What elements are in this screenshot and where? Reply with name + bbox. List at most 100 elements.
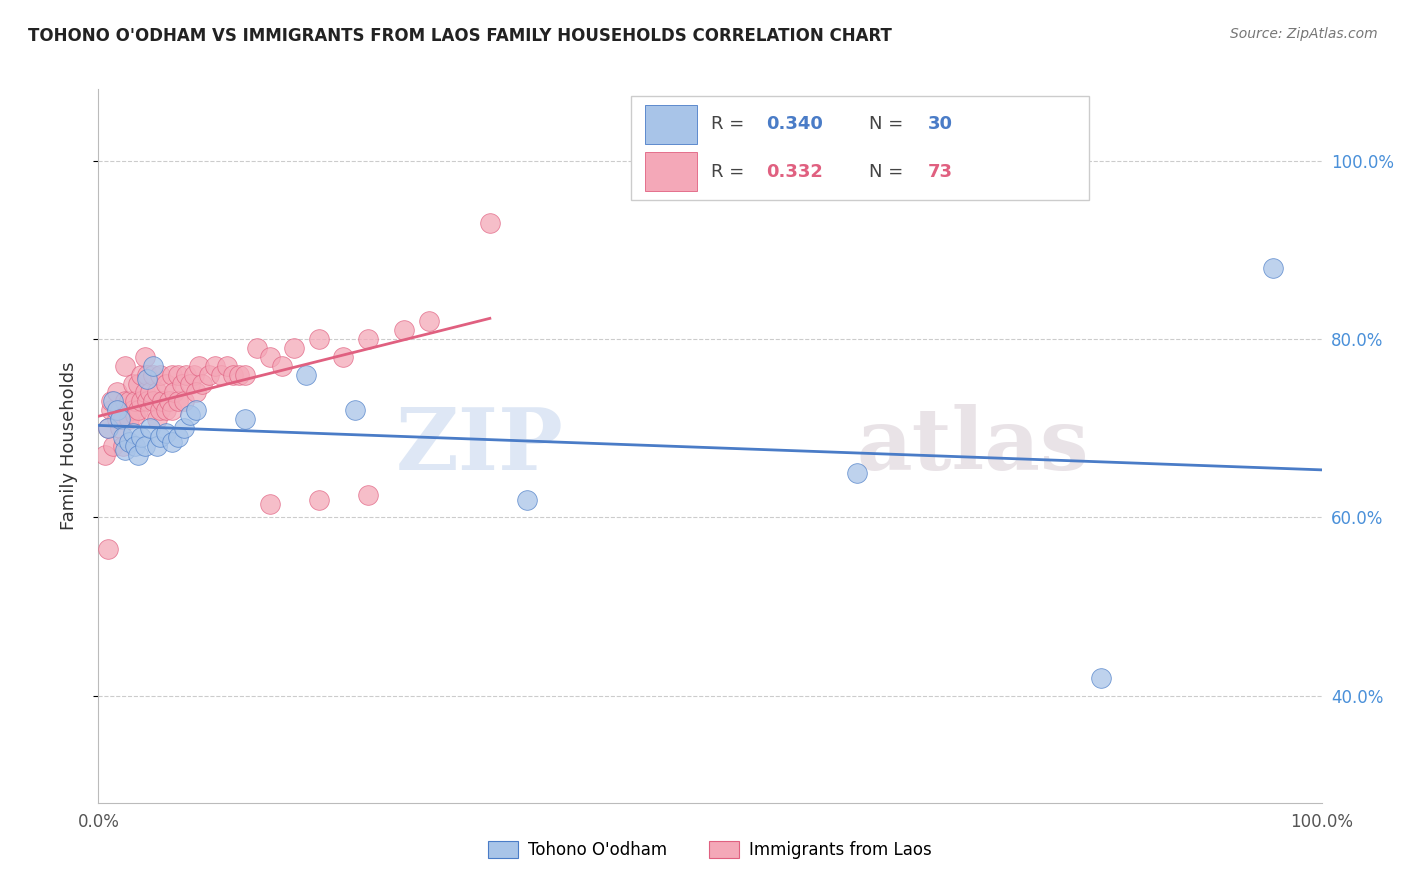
Point bbox=[186, 385, 208, 400]
Point bbox=[121, 403, 143, 417]
Point bbox=[233, 412, 256, 426]
Point bbox=[139, 421, 162, 435]
Point bbox=[114, 443, 136, 458]
Point bbox=[204, 359, 226, 373]
Point bbox=[111, 430, 134, 444]
Point bbox=[142, 394, 165, 409]
Point bbox=[134, 385, 156, 400]
Text: R =: R = bbox=[711, 163, 751, 181]
Point bbox=[124, 439, 146, 453]
Point bbox=[295, 368, 318, 382]
Point bbox=[100, 394, 122, 409]
Point bbox=[100, 403, 122, 417]
Point bbox=[155, 376, 177, 391]
Point bbox=[308, 492, 330, 507]
Point bbox=[134, 350, 156, 364]
Point bbox=[515, 492, 537, 507]
Point bbox=[344, 403, 367, 417]
Point bbox=[136, 372, 159, 386]
Point bbox=[97, 541, 120, 556]
Point bbox=[197, 368, 219, 382]
Point bbox=[93, 448, 115, 462]
Point bbox=[142, 359, 165, 373]
Point bbox=[121, 425, 143, 440]
Point bbox=[111, 439, 134, 453]
Point bbox=[270, 359, 294, 373]
Point bbox=[97, 421, 120, 435]
Point bbox=[173, 394, 195, 409]
Point bbox=[110, 421, 132, 435]
Point bbox=[146, 412, 169, 426]
Point bbox=[110, 403, 132, 417]
Point bbox=[173, 421, 195, 435]
Point bbox=[160, 403, 183, 417]
Text: 0.332: 0.332 bbox=[766, 163, 823, 181]
Text: R =: R = bbox=[711, 115, 751, 133]
Point bbox=[356, 332, 378, 346]
Point bbox=[228, 368, 250, 382]
Point bbox=[392, 323, 416, 337]
Point bbox=[1090, 671, 1112, 685]
Point bbox=[127, 376, 149, 391]
Point bbox=[179, 408, 201, 422]
Point bbox=[146, 439, 169, 453]
Point bbox=[283, 341, 305, 355]
Point bbox=[114, 394, 136, 409]
Point bbox=[118, 394, 141, 409]
Point bbox=[149, 368, 172, 382]
Point bbox=[136, 394, 159, 409]
Point bbox=[118, 412, 141, 426]
Point bbox=[105, 385, 128, 400]
Point bbox=[139, 403, 162, 417]
Point bbox=[155, 403, 177, 417]
Point bbox=[129, 394, 152, 409]
Point bbox=[167, 430, 190, 444]
Point bbox=[191, 376, 214, 391]
Legend: Tohono O'odham, Immigrants from Laos: Tohono O'odham, Immigrants from Laos bbox=[482, 834, 938, 866]
FancyBboxPatch shape bbox=[645, 153, 696, 192]
Point bbox=[118, 434, 141, 449]
Text: 30: 30 bbox=[928, 115, 953, 133]
Point bbox=[332, 350, 354, 364]
Point bbox=[124, 394, 146, 409]
Text: 73: 73 bbox=[928, 163, 953, 181]
Point bbox=[186, 403, 208, 417]
Point bbox=[105, 403, 128, 417]
Text: ZIP: ZIP bbox=[395, 404, 564, 488]
Point bbox=[127, 448, 149, 462]
Point bbox=[167, 368, 190, 382]
Point bbox=[160, 368, 183, 382]
Point bbox=[124, 408, 146, 422]
Point bbox=[209, 368, 232, 382]
FancyBboxPatch shape bbox=[645, 104, 696, 144]
Point bbox=[114, 359, 136, 373]
Point bbox=[105, 412, 128, 426]
Text: TOHONO O'ODHAM VS IMMIGRANTS FROM LAOS FAMILY HOUSEHOLDS CORRELATION CHART: TOHONO O'ODHAM VS IMMIGRANTS FROM LAOS F… bbox=[28, 27, 891, 45]
FancyBboxPatch shape bbox=[630, 96, 1090, 200]
Point bbox=[308, 332, 330, 346]
Point bbox=[187, 359, 209, 373]
Point bbox=[121, 376, 143, 391]
Point bbox=[142, 368, 165, 382]
Point bbox=[129, 368, 152, 382]
Point bbox=[167, 394, 190, 409]
Text: 0.340: 0.340 bbox=[766, 115, 823, 133]
Point bbox=[136, 368, 159, 382]
Point bbox=[1261, 260, 1284, 275]
Point bbox=[176, 368, 198, 382]
Point bbox=[215, 359, 238, 373]
Point bbox=[160, 434, 183, 449]
Point bbox=[155, 425, 177, 440]
Point bbox=[163, 385, 186, 400]
Point bbox=[149, 403, 172, 417]
Point bbox=[222, 368, 245, 382]
Point bbox=[127, 403, 149, 417]
Point bbox=[233, 368, 256, 382]
Text: Source: ZipAtlas.com: Source: ZipAtlas.com bbox=[1230, 27, 1378, 41]
Point bbox=[97, 421, 120, 435]
Point bbox=[418, 314, 440, 328]
Point bbox=[157, 394, 180, 409]
Point bbox=[101, 439, 124, 453]
Point bbox=[259, 350, 281, 364]
Point bbox=[139, 385, 162, 400]
